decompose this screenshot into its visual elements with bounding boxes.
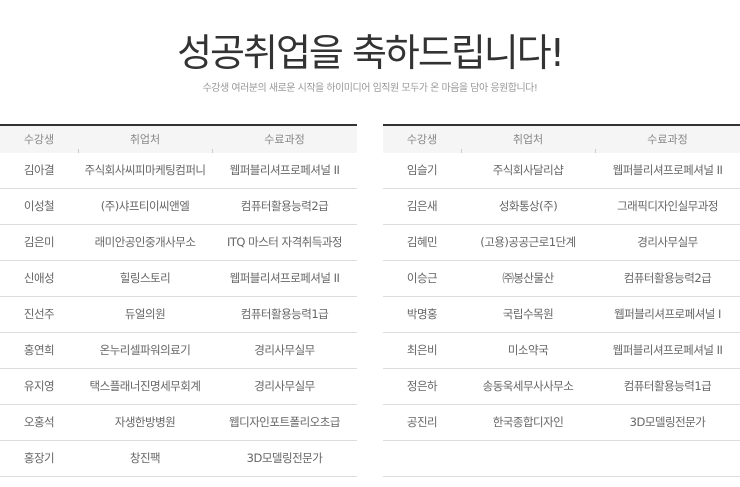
- cell-employer: 주식회사씨피마케팅컴퍼니: [78, 153, 212, 189]
- table-row: 정은하 송동욱세무사사무소 컴퓨터활용능력1급: [383, 368, 740, 405]
- cell-employer: 듀얼의원: [78, 296, 212, 333]
- cell-student: 이승근: [383, 260, 461, 297]
- cell-course: 웹퍼블리셔프로페셔널 I: [595, 296, 740, 333]
- table-row: 이성철 (주)샤프티이씨앤엘 컴퓨터활용능력2급: [0, 188, 357, 225]
- cell-course: 컴퓨터활용능력2급: [595, 260, 740, 297]
- table-row: 오홍석 자생한방병원 웹디자인포트폴리오초급: [0, 404, 357, 441]
- cell-employer: (고용)공공근로1단계: [461, 224, 595, 261]
- cell-course: 경리사무실무: [212, 368, 357, 405]
- cell-employer: 자생한방병원: [78, 404, 212, 441]
- header-employer: 취업처: [461, 125, 595, 153]
- cell-employer: 힐링스토리: [78, 260, 212, 297]
- cell-employer: 미소약국: [461, 332, 595, 369]
- cell-student: 오홍석: [0, 404, 78, 441]
- cell-student: [383, 440, 461, 477]
- cell-course: ITQ 마스터 자격취득과정: [212, 224, 357, 261]
- cell-employer: 성화통상(주): [461, 188, 595, 225]
- header-student: 수강생: [0, 125, 78, 153]
- table-row: 최은비 미소약국 웹퍼블리셔프로페셔널 II: [383, 332, 740, 369]
- cell-employer: 택스플래너진명세무회계: [78, 368, 212, 405]
- cell-course: 그래픽디자인실무과정: [595, 188, 740, 225]
- cell-course: [595, 440, 740, 477]
- table-row: 유지영 택스플래너진명세무회계 경리사무실무: [0, 368, 357, 405]
- table-row: 김은미 래미안공인중개사무소 ITQ 마스터 자격취득과정: [0, 224, 357, 261]
- employment-table-left: 수강생 취업처 수료과정 김아결 주식회사씨피마케팅컴퍼니 웹퍼블리셔프로페셔널 I…: [0, 124, 357, 477]
- cell-course: 웹퍼블리셔프로페셔널 II: [595, 153, 740, 189]
- table-row: 김은새 성화통상(주) 그래픽디자인실무과정: [383, 188, 740, 225]
- cell-employer: 래미안공인중개사무소: [78, 224, 212, 261]
- cell-course: 웹퍼블리셔프로페셔널 II: [212, 260, 357, 297]
- cell-course: 컴퓨터활용능력1급: [595, 368, 740, 405]
- cell-student: 김은미: [0, 224, 78, 261]
- header-student: 수강생: [383, 125, 461, 153]
- cell-course: 경리사무실무: [212, 332, 357, 369]
- cell-course: 3D모델링전문가: [212, 440, 357, 477]
- cell-course: 웹퍼블리셔프로페셔널 II: [595, 332, 740, 369]
- cell-employer: 국립수목원: [461, 296, 595, 333]
- cell-course: 3D모델링전문가: [595, 404, 740, 441]
- cell-course: 컴퓨터활용능력1급: [212, 296, 357, 333]
- cell-student: 유지영: [0, 368, 78, 405]
- cell-course: 웹디자인포트폴리오초급: [212, 404, 357, 441]
- table-row: [383, 440, 740, 477]
- table-row: 임슬기 주식회사달리샵 웹퍼블리셔프로페셔널 II: [383, 153, 740, 189]
- cell-student: 신애성: [0, 260, 78, 297]
- cell-employer: 주식회사달리샵: [461, 153, 595, 189]
- cell-student: 김은새: [383, 188, 461, 225]
- table-row: 홍연희 온누리셀파워의료기 경리사무실무: [0, 332, 357, 369]
- table-row: 이승근 ㈜봉산물산 컴퓨터활용능력2급: [383, 260, 740, 297]
- cell-employer: 온누리셀파워의료기: [78, 332, 212, 369]
- page-title: 성공취업을 축하드립니다!: [177, 31, 565, 75]
- cell-course: 컴퓨터활용능력2급: [212, 188, 357, 225]
- cell-employer: 한국종합디자인: [461, 404, 595, 441]
- header-course: 수료과정: [212, 125, 357, 153]
- cell-student: 정은하: [383, 368, 461, 405]
- table-row: 홍장기 창진팩 3D모델링전문가: [0, 440, 357, 477]
- cell-employer: (주)샤프티이씨앤엘: [78, 188, 212, 225]
- cell-student: 박명홍: [383, 296, 461, 333]
- table-row: 박명홍 국립수목원 웹퍼블리셔프로페셔널 I: [383, 296, 740, 333]
- table-row: 신애성 힐링스토리 웹퍼블리셔프로페셔널 II: [0, 260, 357, 297]
- cell-student: 진선주: [0, 296, 78, 333]
- cell-student: 이성철: [0, 188, 78, 225]
- cell-employer: [461, 440, 595, 477]
- employment-table-right: 수강생 취업처 수료과정 임슬기 주식회사달리샵 웹퍼블리셔프로페셔널 II 김은새 성…: [383, 124, 740, 477]
- table-row: 진선주 듀얼의원 컴퓨터활용능력1급: [0, 296, 357, 333]
- header-employer: 취업처: [78, 125, 212, 153]
- header-course: 수료과정: [595, 125, 740, 153]
- table-header-row: 수강생 취업처 수료과정: [0, 125, 357, 153]
- cell-employer: ㈜봉산물산: [461, 260, 595, 297]
- cell-employer: 창진팩: [78, 440, 212, 477]
- table-row: 공진리 한국종합디자인 3D모델링전문가: [383, 404, 740, 441]
- page-subtitle: 수강생 여러분의 새로운 시작을 하이미디어 임직원 모두가 온 마음을 담아 …: [202, 83, 538, 94]
- table-row: 김아결 주식회사씨피마케팅컴퍼니 웹퍼블리셔프로페셔널 II: [0, 153, 357, 189]
- cell-student: 공진리: [383, 404, 461, 441]
- cell-course: 웹퍼블리셔프로페셔널 II: [212, 153, 357, 189]
- cell-student: 김혜민: [383, 224, 461, 261]
- table-row: 김혜민 (고용)공공근로1단계 경리사무실무: [383, 224, 740, 261]
- cell-course: 경리사무실무: [595, 224, 740, 261]
- cell-student: 홍장기: [0, 440, 78, 477]
- cell-student: 홍연희: [0, 332, 78, 369]
- cell-student: 임슬기: [383, 153, 461, 189]
- cell-employer: 송동욱세무사사무소: [461, 368, 595, 405]
- table-header-row: 수강생 취업처 수료과정: [383, 125, 740, 153]
- cell-student: 최은비: [383, 332, 461, 369]
- cell-student: 김아결: [0, 153, 78, 189]
